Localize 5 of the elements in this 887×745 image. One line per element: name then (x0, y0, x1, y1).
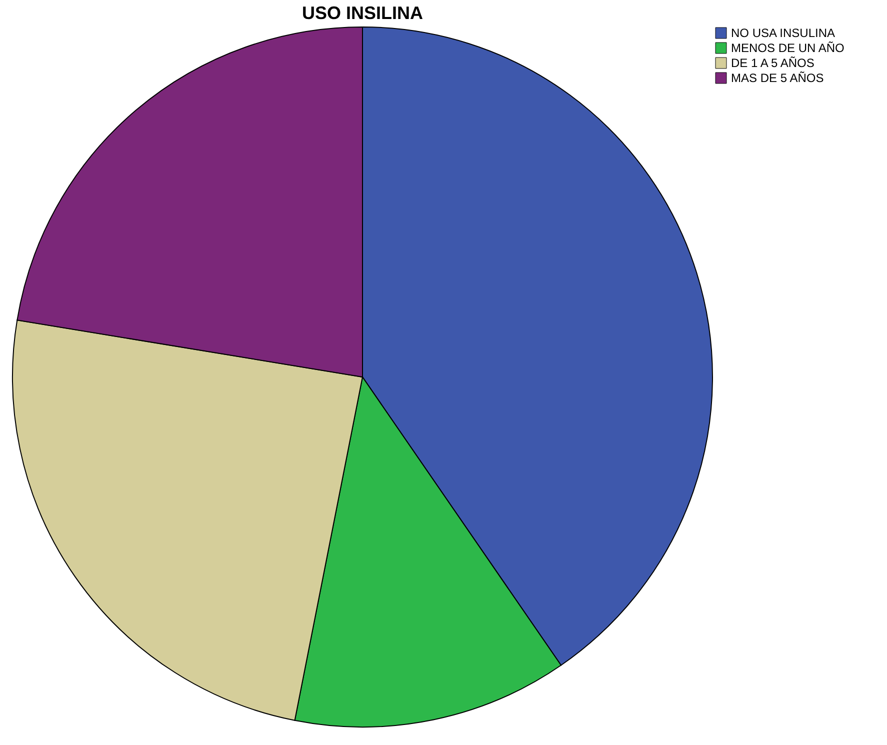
legend-label: NO USA INSULINA (731, 26, 836, 40)
legend-label: DE 1 A 5 AÑOS (731, 56, 814, 70)
chart-title: USO INSILINA (302, 3, 424, 23)
legend-label: MENOS DE UN AÑO (731, 41, 844, 55)
legend-label: MAS DE 5 AÑOS (731, 71, 824, 85)
